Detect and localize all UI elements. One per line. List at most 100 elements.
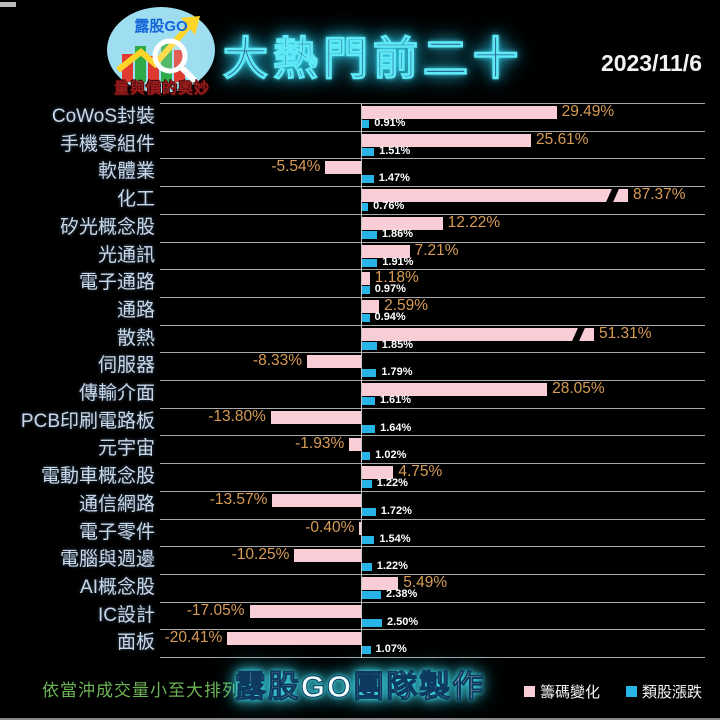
chip-change-bar: [362, 187, 628, 205]
chart-row: 伺服器 -8.33% 1.79%: [0, 352, 720, 380]
category-label: 電子通路: [78, 272, 155, 294]
row-separator: [160, 269, 705, 271]
zero-axis-line: [361, 103, 362, 658]
category-label: 通路: [116, 299, 155, 321]
chip-change-value: 28.05%: [552, 380, 605, 397]
up-arrow-icon: [116, 25, 191, 73]
sector-move-bar: [362, 535, 375, 544]
sector-move-bar: [362, 120, 370, 128]
chart-row: 通路 2.59% 0.94%: [0, 296, 720, 325]
chip-change-bar: [359, 521, 362, 535]
sector-move-bar: [362, 341, 377, 350]
sector-move-value: 1.51%: [379, 144, 411, 157]
row-separator: [160, 657, 705, 658]
chart-row: 化工 87.37% 0.76%: [0, 186, 720, 214]
chip-change-bar: [362, 383, 548, 396]
row-separator: [160, 601, 705, 603]
chip-change-bar: [227, 632, 362, 646]
chip-change-bar: [362, 466, 394, 480]
category-label: 軟體業: [97, 161, 155, 183]
axis-break-icon: [571, 325, 586, 343]
chart-row: 元宇宙 -1.93% 1.02%: [0, 435, 720, 463]
row-separator: [160, 324, 705, 326]
sector-move-bar: [362, 175, 374, 184]
brand-logo: 露股GO 量與價的奧妙: [103, 6, 221, 98]
chip-change-value: -5.54%: [271, 158, 321, 176]
sector-move-bar: [362, 147, 375, 156]
row-separator: [160, 518, 705, 520]
brand-slogan: 量與價的奧妙: [113, 80, 210, 97]
chip-change-bar: [307, 355, 362, 369]
sector-move-bar: [362, 313, 370, 322]
chip-change-bar: [349, 438, 362, 452]
bottom-strip: [0, 718, 720, 720]
category-label: 電腦與週邊: [59, 549, 155, 571]
legend-item-sector-move: 類股漲跌: [625, 681, 702, 702]
sector-move-value: 0.91%: [374, 117, 406, 129]
chip-change-value: -13.57%: [209, 490, 268, 508]
sector-move-value: 1.22%: [376, 477, 408, 490]
chip-change-value: -1.93%: [295, 435, 345, 453]
chip-change-bar: [362, 299, 380, 313]
chip-change-value: -20.41%: [164, 629, 223, 647]
category-label: 元宇宙: [97, 438, 155, 460]
category-label: 光通訊: [97, 244, 155, 266]
chip-change-bar: [362, 106, 557, 119]
chart-row: 光通訊 7.21% 1.91%: [0, 241, 720, 270]
sector-move-value: 1.64%: [380, 421, 412, 434]
chip-change-value: 4.75%: [398, 463, 443, 481]
category-label: 矽光概念股: [59, 216, 155, 238]
sector-move-value: 1.47%: [378, 172, 410, 185]
sector-move-bar: [362, 230, 377, 239]
chip-change-value: 5.49%: [403, 573, 448, 591]
row-separator: [160, 158, 705, 160]
sector-move-value: 2.50%: [387, 615, 419, 628]
row-separator: [160, 352, 705, 354]
sector-move-value: 0.76%: [373, 200, 405, 213]
sector-move-value: 1.85%: [381, 338, 413, 351]
chip-change-bar: [270, 410, 362, 424]
chart-row: 矽光概念股 12.22% 1.86%: [0, 213, 720, 242]
sector-move-value: 1.79%: [381, 366, 413, 379]
sector-move-bar: [362, 507, 376, 516]
sector-move-bar: [362, 452, 371, 461]
chart-row: 傳輸介面 28.05% 1.61%: [0, 380, 720, 408]
sector-move-value: 1.86%: [381, 227, 414, 240]
row-separator: [160, 463, 705, 465]
blue-swatch-icon: [625, 686, 637, 697]
chip-change-value: 1.18%: [374, 269, 419, 287]
brand-logo-text: 露股GO: [134, 17, 188, 35]
category-label: 化工: [116, 189, 155, 211]
row-separator: [160, 296, 705, 298]
chip-change-value: 12.22%: [447, 213, 501, 231]
row-separator: [160, 490, 705, 492]
row-separator: [160, 573, 705, 575]
chip-change-value: 25.61%: [536, 130, 589, 148]
chip-change-bar: [294, 549, 362, 563]
bar-chart: CoWoS封裝 29.49% 0.91% 手機零組件 25.61% 1.51% 軟體業 -5.…: [0, 103, 720, 659]
category-label: AI概念股: [80, 576, 155, 598]
sector-move-value: 1.61%: [379, 394, 412, 406]
chart-row: 電腦與週邊 -10.25% 1.22%: [0, 546, 720, 574]
chip-change-bar: [362, 576, 399, 590]
sort-note: 依當沖成交量小至大排列: [42, 681, 240, 700]
sector-move-value: 1.07%: [375, 643, 407, 656]
chip-change-bar: [362, 325, 594, 343]
sector-move-bar: [362, 618, 382, 627]
category-label: CoWoS封裝: [51, 106, 155, 127]
chip-change-bar: [362, 244, 410, 258]
legend-label: 類股漲跌: [641, 684, 702, 701]
sector-move-value: 2.38%: [386, 587, 418, 600]
chip-change-bar: [249, 604, 362, 618]
row-separator: [160, 629, 705, 631]
category-label: IC設計: [97, 604, 155, 626]
sector-move-value: 1.72%: [380, 504, 412, 517]
chart-row: 手機零組件 25.61% 1.51%: [0, 130, 720, 159]
report-date: 2023/11/6: [600, 50, 702, 76]
chip-change-value: 2.59%: [384, 296, 429, 314]
chip-change-value: 87.37%: [633, 186, 686, 204]
row-separator: [160, 407, 705, 409]
sector-move-value: 1.02%: [375, 449, 407, 462]
row-separator: [160, 186, 705, 188]
